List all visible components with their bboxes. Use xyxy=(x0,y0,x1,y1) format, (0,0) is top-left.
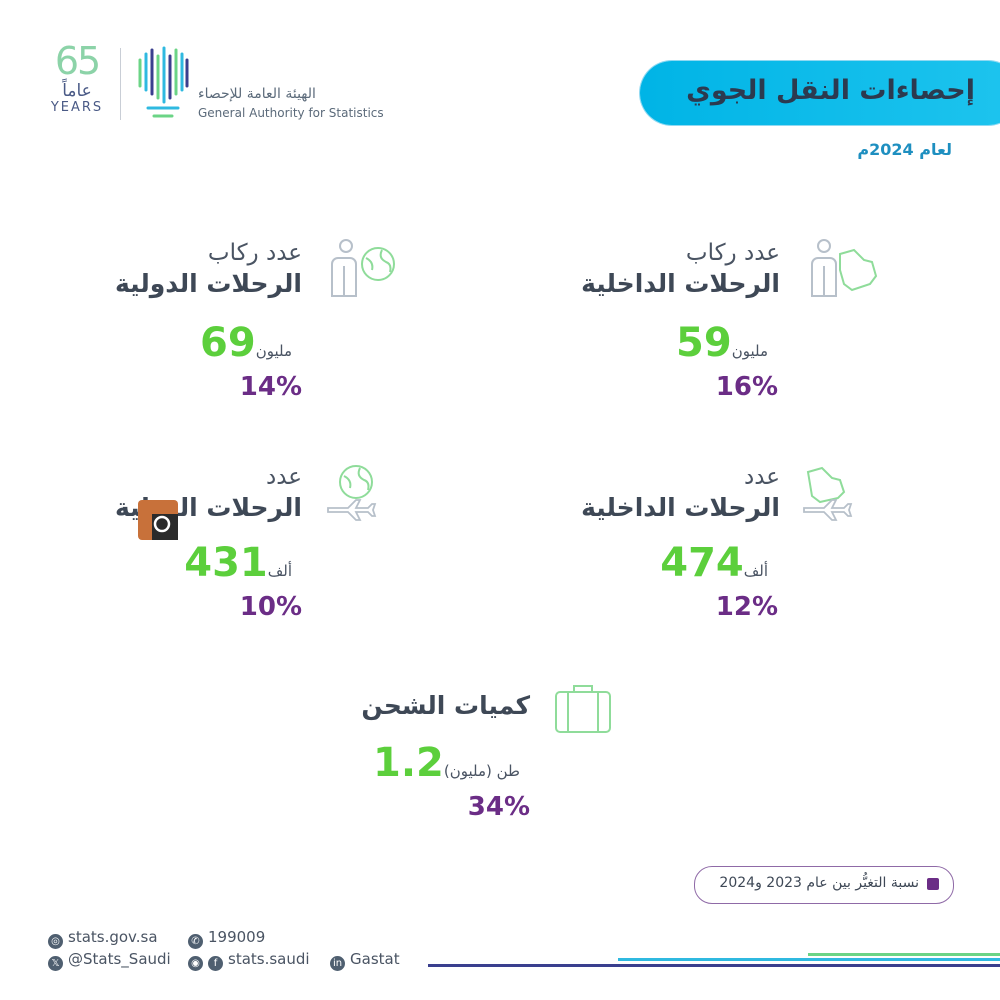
domestic-flights-value: 474 xyxy=(660,540,744,586)
domestic-passengers-label1: عدد ركاب xyxy=(685,240,780,266)
page-subtitle: لعام 2024م xyxy=(857,140,952,159)
anniversary-en: YEARS xyxy=(50,100,104,115)
legend-text: نسبة التغيُّر بين عام 2023 و2024 xyxy=(719,875,919,891)
international-passengers-label2: الرحلات الدولية xyxy=(114,269,302,298)
org-name-ar: الهيئة العامة للإحصاء xyxy=(198,86,316,102)
legend-swatch xyxy=(927,878,939,890)
org-name-en: General Authority for Statistics xyxy=(198,106,384,120)
instagram-icon: ◉ xyxy=(188,956,203,971)
footer-phone[interactable]: ✆ 199009 xyxy=(188,928,265,949)
title-banner: إحصاءات النقل الجوي xyxy=(640,61,1000,125)
domestic-flights-change: 12% xyxy=(715,592,778,622)
linkedin-text: Gastat xyxy=(350,950,400,968)
anniversary-ar: عاماً xyxy=(62,81,92,101)
footer-website[interactable]: ◎ stats.gov.sa xyxy=(48,928,158,949)
domestic-passengers-value: 59 xyxy=(676,320,732,366)
website-text: stats.gov.sa xyxy=(68,928,158,946)
footer-line-blue xyxy=(618,958,1000,961)
international-passengers-label: عدد ركاب الرحلات الدولية xyxy=(115,238,302,300)
legend: نسبة التغيُّر بين عام 2023 و2024 xyxy=(694,866,954,904)
anniversary-logo: 65 عاماً YEARS xyxy=(46,40,108,116)
international-flights-label1: عدد xyxy=(265,464,302,490)
domestic-flights-value-row: ألف474 xyxy=(660,540,778,586)
passenger-saudi-map-icon xyxy=(811,239,878,297)
cargo-change: 34% xyxy=(467,792,530,822)
footer-line-green xyxy=(808,953,1000,956)
domestic-passengers-change: 16% xyxy=(715,372,778,402)
footer-line-navy xyxy=(428,964,1000,967)
domestic-passengers-value-row: مليون59 xyxy=(676,320,778,366)
domestic-flights-label2: الرحلات الداخلية xyxy=(581,493,780,522)
international-passengers-value: 69 xyxy=(200,320,256,366)
phone-text: 199009 xyxy=(208,928,266,946)
footer-instagram-facebook[interactable]: ◉ f stats.saudi xyxy=(188,950,310,971)
international-passengers-unit: مليون xyxy=(255,342,292,360)
x-handle-text: @Stats_Saudi xyxy=(68,950,171,968)
passenger-globe-icon xyxy=(331,239,395,297)
plane-globe-icon xyxy=(327,465,377,521)
facebook-icon: f xyxy=(208,956,223,971)
instagram-facebook-text: stats.saudi xyxy=(228,950,310,968)
cargo-label: كميات الشحن xyxy=(361,691,530,720)
globe-icon: ◎ xyxy=(48,934,63,949)
international-passengers-change: 14% xyxy=(239,372,302,402)
footer-linkedin[interactable]: in Gastat xyxy=(330,950,400,971)
page-title: إحصاءات النقل الجوي xyxy=(686,75,975,106)
cargo-unit: طن (مليون) xyxy=(443,762,520,780)
international-flights-value: 431 xyxy=(184,540,268,586)
domestic-passengers-label: عدد ركاب الرحلات الداخلية xyxy=(581,238,780,300)
international-passengers-label1: عدد ركاب xyxy=(207,240,302,266)
logo-divider xyxy=(120,48,121,120)
anniversary-number: 65 xyxy=(54,39,101,83)
phone-icon: ✆ xyxy=(188,934,203,949)
footer-x[interactable]: 𝕏 @Stats_Saudi xyxy=(48,950,171,971)
overlay-badge-icon xyxy=(138,500,178,540)
international-passengers-value-row: مليون69 xyxy=(200,320,302,366)
plane-saudi-map-icon xyxy=(803,466,853,521)
cargo-label-block: كميات الشحن xyxy=(361,690,530,722)
international-flights-change: 10% xyxy=(239,592,302,622)
cargo-value: 1.2 xyxy=(373,740,444,786)
domestic-flights-label1: عدد xyxy=(743,464,780,490)
domestic-passengers-unit: مليون xyxy=(731,342,768,360)
linkedin-icon: in xyxy=(330,956,345,971)
domestic-flights-unit: ألف xyxy=(743,562,768,580)
domestic-passengers-label2: الرحلات الداخلية xyxy=(581,269,780,298)
x-icon: 𝕏 xyxy=(48,956,63,971)
domestic-flights-label: عدد الرحلات الداخلية xyxy=(581,462,780,524)
international-flights-unit: ألف xyxy=(267,562,292,580)
suitcase-icon xyxy=(555,685,611,733)
cargo-value-row: طن (مليون)1.2 xyxy=(373,740,530,786)
international-flights-value-row: ألف431 xyxy=(184,540,302,586)
gastat-logo-icon xyxy=(138,46,189,118)
